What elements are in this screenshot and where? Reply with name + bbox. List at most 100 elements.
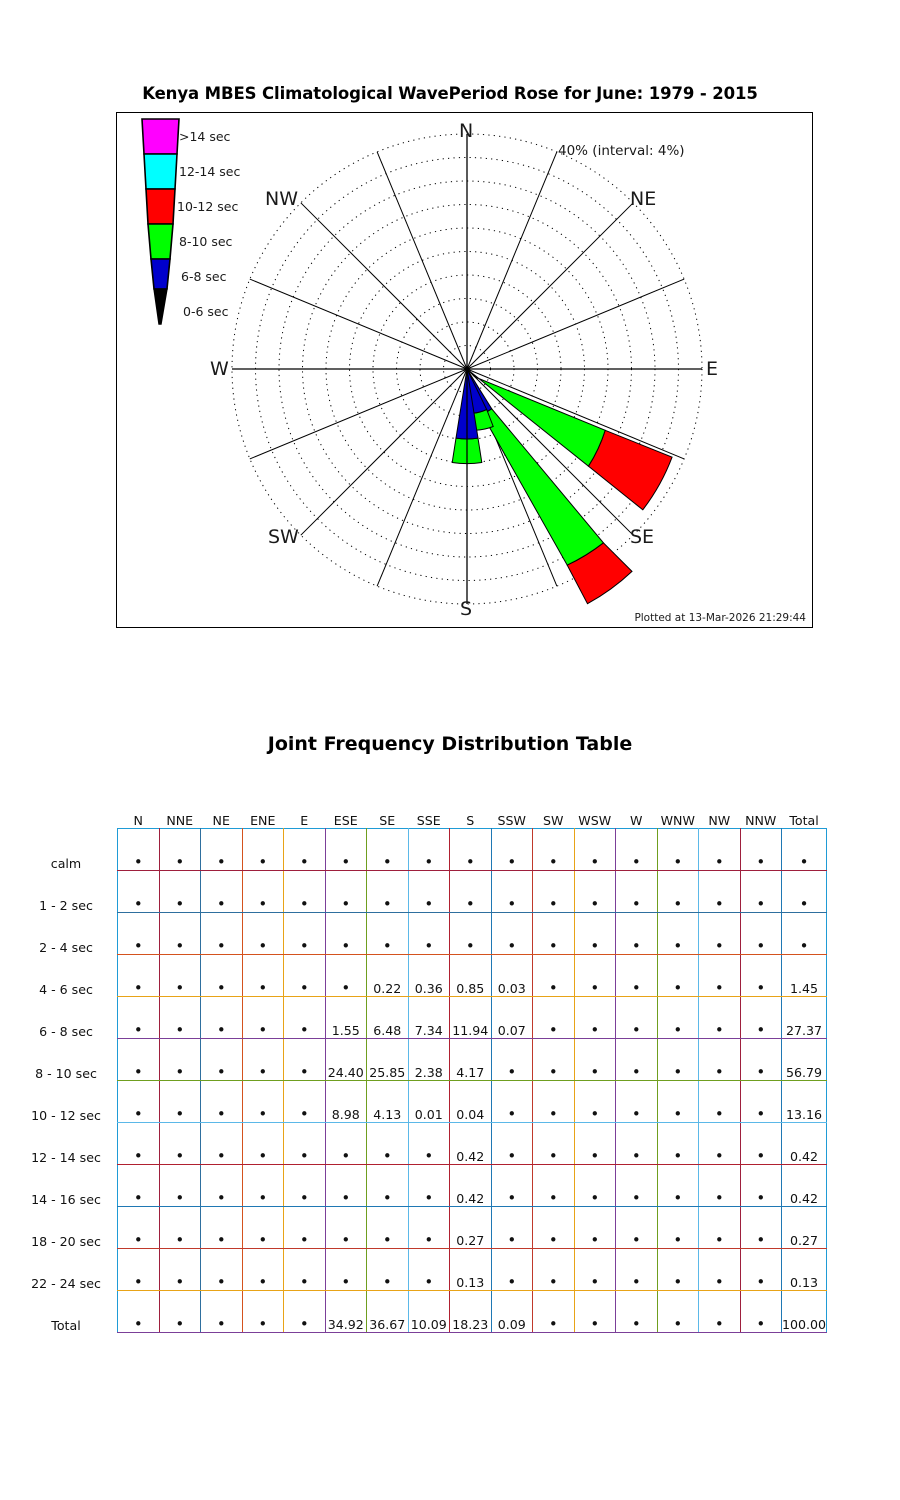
table-cell-value: 2.38 bbox=[407, 1038, 450, 1081]
table-cell-empty: • bbox=[573, 1038, 616, 1081]
table-cell-empty: • bbox=[532, 828, 575, 871]
empty-dot-icon: • bbox=[631, 1105, 641, 1123]
empty-dot-icon: • bbox=[341, 1147, 351, 1165]
empty-dot-icon: • bbox=[714, 1063, 724, 1081]
empty-dot-icon: • bbox=[133, 1021, 143, 1039]
table-cell-value: 25.85 bbox=[366, 1038, 409, 1081]
empty-dot-icon: • bbox=[382, 937, 392, 955]
empty-dot-icon: • bbox=[756, 1231, 766, 1249]
table-cell-empty: • bbox=[532, 912, 575, 955]
table-body: calm • • • • • • • • • • • • • • • • • 1 - 2 sec • • • • • • • • • •… bbox=[15, 828, 828, 1333]
empty-dot-icon: • bbox=[424, 1273, 434, 1291]
page-title: Kenya MBES Climatological WavePeriod Ros… bbox=[142, 84, 758, 103]
table-cell-empty: • bbox=[241, 1206, 284, 1249]
empty-dot-icon: • bbox=[756, 853, 766, 871]
table-cell-empty: • bbox=[200, 996, 243, 1039]
table-cell-value: 0.42 bbox=[780, 1122, 828, 1165]
table-cell-empty: • bbox=[532, 1290, 575, 1333]
empty-dot-icon: • bbox=[299, 1021, 309, 1039]
table-cell-empty: • bbox=[656, 1206, 699, 1249]
empty-dot-icon: • bbox=[258, 937, 268, 955]
table-cell-value: 27.37 bbox=[780, 996, 828, 1039]
rose-axis-lines bbox=[232, 134, 702, 604]
empty-dot-icon: • bbox=[548, 853, 558, 871]
table-row: 6 - 8 sec • • • • • 1.55 6.48 7.34 11.94 0.07 • • • • •… bbox=[15, 996, 828, 1039]
empty-dot-icon: • bbox=[175, 1021, 185, 1039]
table-cell-empty: • bbox=[739, 1206, 782, 1249]
empty-dot-icon: • bbox=[424, 895, 434, 913]
table-cell-empty: • bbox=[200, 1248, 243, 1291]
empty-dot-icon: • bbox=[133, 1273, 143, 1291]
table-cell-empty: • bbox=[698, 1206, 741, 1249]
empty-dot-icon: • bbox=[631, 1189, 641, 1207]
empty-dot-icon: • bbox=[258, 1147, 268, 1165]
table-cell-empty: • bbox=[158, 1290, 201, 1333]
empty-dot-icon: • bbox=[175, 1147, 185, 1165]
empty-dot-icon: • bbox=[631, 1231, 641, 1249]
legend-swatch-8-10 bbox=[147, 223, 174, 260]
empty-dot-icon: • bbox=[714, 1189, 724, 1207]
empty-dot-icon: • bbox=[590, 853, 600, 871]
empty-dot-icon: • bbox=[258, 1315, 268, 1333]
table-cell-empty: • bbox=[698, 828, 741, 871]
table-cell-empty: • bbox=[739, 996, 782, 1039]
table-cell-empty: • bbox=[366, 1206, 409, 1249]
empty-dot-icon: • bbox=[175, 1105, 185, 1123]
row-header: 14 - 16 sec bbox=[31, 1191, 101, 1207]
empty-dot-icon: • bbox=[216, 1231, 226, 1249]
table-cell-empty: • bbox=[532, 1248, 575, 1291]
table-row: 10 - 12 sec • • • • • 8.98 4.13 0.01 0.04 • • • • • • • 1… bbox=[15, 1080, 828, 1123]
empty-dot-icon: • bbox=[507, 853, 517, 871]
table-cell-empty: • bbox=[490, 1206, 533, 1249]
table-cell-empty: • bbox=[117, 1164, 160, 1207]
empty-dot-icon: • bbox=[631, 1063, 641, 1081]
empty-dot-icon: • bbox=[756, 1315, 766, 1333]
table-cell-empty: • bbox=[117, 954, 160, 997]
table-cell-empty: • bbox=[283, 870, 326, 913]
empty-dot-icon: • bbox=[507, 1189, 517, 1207]
table-cell-empty: • bbox=[573, 1080, 616, 1123]
empty-dot-icon: • bbox=[756, 1147, 766, 1165]
empty-dot-icon: • bbox=[299, 1105, 309, 1123]
legend-wedge-svg bbox=[141, 118, 180, 325]
empty-dot-icon: • bbox=[590, 1315, 600, 1333]
table-cell-empty: • bbox=[117, 1038, 160, 1081]
empty-dot-icon: • bbox=[673, 1021, 683, 1039]
row-header: calm bbox=[50, 855, 82, 871]
empty-dot-icon: • bbox=[673, 1273, 683, 1291]
empty-dot-icon: • bbox=[341, 979, 351, 997]
row-header: 4 - 6 sec bbox=[39, 981, 93, 997]
table-cell-value: 13.16 bbox=[780, 1080, 828, 1123]
table-cell-empty: • bbox=[739, 870, 782, 913]
table-cell-empty: • bbox=[158, 1206, 201, 1249]
empty-dot-icon: • bbox=[341, 937, 351, 955]
empty-dot-icon: • bbox=[341, 853, 351, 871]
table-title: Joint Frequency Distribution Table bbox=[267, 733, 633, 755]
empty-dot-icon: • bbox=[382, 895, 392, 913]
table-cell-empty: • bbox=[573, 1164, 616, 1207]
col-header-ne: NE bbox=[212, 813, 230, 828]
table-cell-empty: • bbox=[241, 1080, 284, 1123]
table-cell-value: 8.98 bbox=[324, 1080, 367, 1123]
empty-dot-icon: • bbox=[756, 979, 766, 997]
table-cell-empty: • bbox=[158, 870, 201, 913]
col-header-nnw: NNW bbox=[745, 813, 777, 828]
table-cell-empty: • bbox=[117, 912, 160, 955]
table-cell-empty: • bbox=[739, 1164, 782, 1207]
empty-dot-icon: • bbox=[424, 937, 434, 955]
table-cell-empty: • bbox=[241, 954, 284, 997]
plot-timestamp: Plotted at 13-Mar-2026 21:29:44 bbox=[634, 612, 806, 624]
empty-dot-icon: • bbox=[175, 1189, 185, 1207]
empty-dot-icon: • bbox=[258, 1189, 268, 1207]
col-header-ese: ESE bbox=[333, 813, 358, 828]
col-header-w: W bbox=[630, 813, 643, 828]
empty-dot-icon: • bbox=[714, 853, 724, 871]
empty-dot-icon: • bbox=[631, 853, 641, 871]
table-cell-value: 24.40 bbox=[324, 1038, 367, 1081]
table-cell-empty: • bbox=[366, 1122, 409, 1165]
table-cell-empty: • bbox=[698, 996, 741, 1039]
table-cell-empty: • bbox=[324, 954, 367, 997]
empty-dot-icon: • bbox=[673, 979, 683, 997]
empty-dot-icon: • bbox=[507, 1147, 517, 1165]
empty-dot-icon: • bbox=[714, 895, 724, 913]
